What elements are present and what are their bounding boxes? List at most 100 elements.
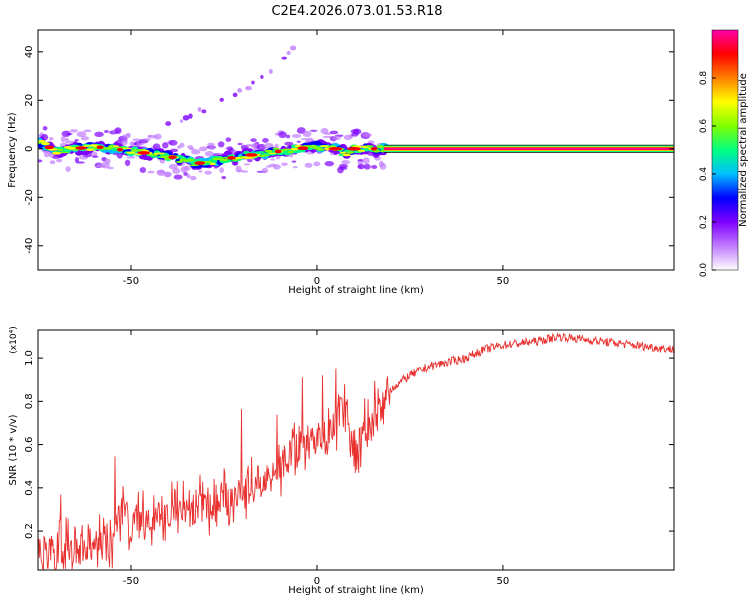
spectral-speckle — [341, 160, 351, 165]
spectral-speckle — [270, 158, 276, 161]
spectral-speckle — [105, 158, 111, 164]
ridge-cell — [264, 149, 273, 153]
spectral-speckle — [243, 163, 251, 166]
spectral-speckle — [65, 166, 71, 172]
ridge-cell — [319, 145, 330, 148]
ridge-peak — [347, 147, 361, 151]
spectral-speckle — [262, 138, 269, 143]
spectral-speckle — [278, 131, 287, 139]
chart-title: C2E4.2026.073.01.53.R18 — [271, 4, 442, 19]
spectral-speckle — [65, 140, 75, 144]
spectral-speckle — [94, 131, 104, 138]
spectral-speckle — [124, 159, 131, 167]
spectral-speckle — [142, 138, 152, 141]
harmonic-speckle — [219, 97, 224, 102]
spectral-speckle — [237, 142, 243, 146]
y-tick-label: 0 — [24, 146, 35, 152]
spectral-speckle — [74, 156, 80, 163]
spectral-speckle — [313, 161, 321, 167]
ridge-cell — [51, 151, 62, 155]
spectral-speckle — [183, 165, 191, 171]
y-tick-label: -20 — [24, 189, 35, 205]
spectral-speckle — [209, 145, 215, 151]
x-tick-label: 50 — [497, 576, 510, 587]
spectral-speckle — [302, 130, 312, 138]
x-tick-label: -50 — [123, 276, 139, 287]
spectral-speckle — [153, 133, 162, 140]
spectral-speckle — [74, 139, 79, 142]
spectral-speckle — [163, 171, 172, 178]
snr-y-multiplier: (x10⁴) — [9, 326, 19, 353]
spectral-speckle — [125, 132, 131, 137]
spectral-speckle — [65, 133, 73, 136]
ridge-cell — [88, 144, 99, 147]
x-tick-label: 50 — [497, 276, 510, 287]
y-tick-label: 0.6 — [24, 437, 35, 453]
spectrogram-y-label: Frequency (Hz) — [7, 112, 18, 188]
spectral-speckle — [191, 149, 201, 155]
spectral-speckle — [362, 132, 372, 138]
ridge-cell — [312, 140, 322, 147]
y-tick-label: 40 — [24, 45, 35, 58]
spectral-speckle — [186, 173, 191, 179]
harmonic-speckle — [268, 68, 273, 74]
spectral-speckle — [172, 167, 181, 174]
y-tick-label: 0.8 — [24, 393, 35, 409]
harmonic-speckle — [281, 56, 287, 60]
ridge-cell — [346, 151, 355, 154]
snr-x-label: Height of straight line (km) — [288, 585, 424, 596]
ridge-peak — [274, 149, 282, 154]
spectrogram-axes: -50 0 50 -40 -20 0 20 40 — [24, 30, 674, 287]
spectral-speckle — [291, 134, 302, 138]
ridge-peak — [168, 155, 177, 160]
spectral-speckle — [162, 142, 169, 149]
spectral-speckle — [83, 129, 92, 133]
spectral-speckle — [221, 176, 227, 180]
harmonic-speckle — [165, 121, 172, 126]
spectral-speckle — [168, 139, 178, 146]
steady-tone-band — [383, 148, 674, 150]
y-tick-label: 1.0 — [24, 350, 35, 366]
spectral-speckle — [286, 134, 291, 139]
spectral-speckle — [56, 158, 63, 163]
y-tick-label: -40 — [24, 238, 35, 254]
spectral-speckle — [324, 161, 335, 167]
spectral-speckle — [152, 143, 161, 151]
spectral-speckle — [49, 160, 56, 165]
ridge-cell — [126, 151, 136, 154]
ridge-peak — [297, 146, 309, 150]
ridge-peak — [137, 151, 150, 155]
spectral-speckle — [147, 170, 155, 174]
spectral-speckle — [332, 136, 341, 141]
harmonic-speckle — [245, 85, 252, 91]
ridge-peak — [96, 145, 104, 149]
harmonic-speckle — [289, 45, 297, 51]
spectrogram-frame — [37, 29, 675, 271]
spectral-speckle — [261, 167, 269, 174]
spectral-speckle — [351, 132, 359, 137]
snr-panel: -50 0 50 0.2 0.4 0.6 0.8 1.0 Height of straight… — [8, 326, 675, 596]
colorbar-ticks: 0.0 0.2 0.4 0.6 0.8 — [699, 71, 716, 277]
ridge-cell — [122, 147, 133, 150]
ridge-cell — [66, 146, 77, 150]
snr-frame — [37, 329, 675, 571]
harmonic-speckle — [286, 50, 291, 56]
spectral-speckle — [64, 138, 69, 142]
spectral-speckle — [80, 136, 90, 141]
harmonic-speckle — [197, 107, 202, 112]
spectral-speckle — [114, 127, 122, 135]
spectral-speckle — [225, 137, 232, 142]
colorbar-gradient — [711, 29, 739, 271]
spectral-speckle — [60, 136, 66, 143]
colorbar: 0.0 0.2 0.4 0.6 0.8 Normalized spectral ampl… — [699, 29, 749, 277]
colorbar-tick-label: 0.2 — [699, 215, 709, 229]
ridge-cell — [372, 149, 381, 153]
ridge-cell — [57, 148, 64, 152]
y-tick-label: 0.4 — [24, 480, 35, 496]
ridge-cell — [187, 158, 194, 162]
snr-series-line — [38, 332, 674, 570]
spectrogram-x-label: Height of straight line (km) — [288, 285, 424, 296]
spectral-speckle — [363, 163, 371, 170]
spectral-speckle — [206, 142, 215, 146]
ridge-cell — [290, 147, 299, 151]
